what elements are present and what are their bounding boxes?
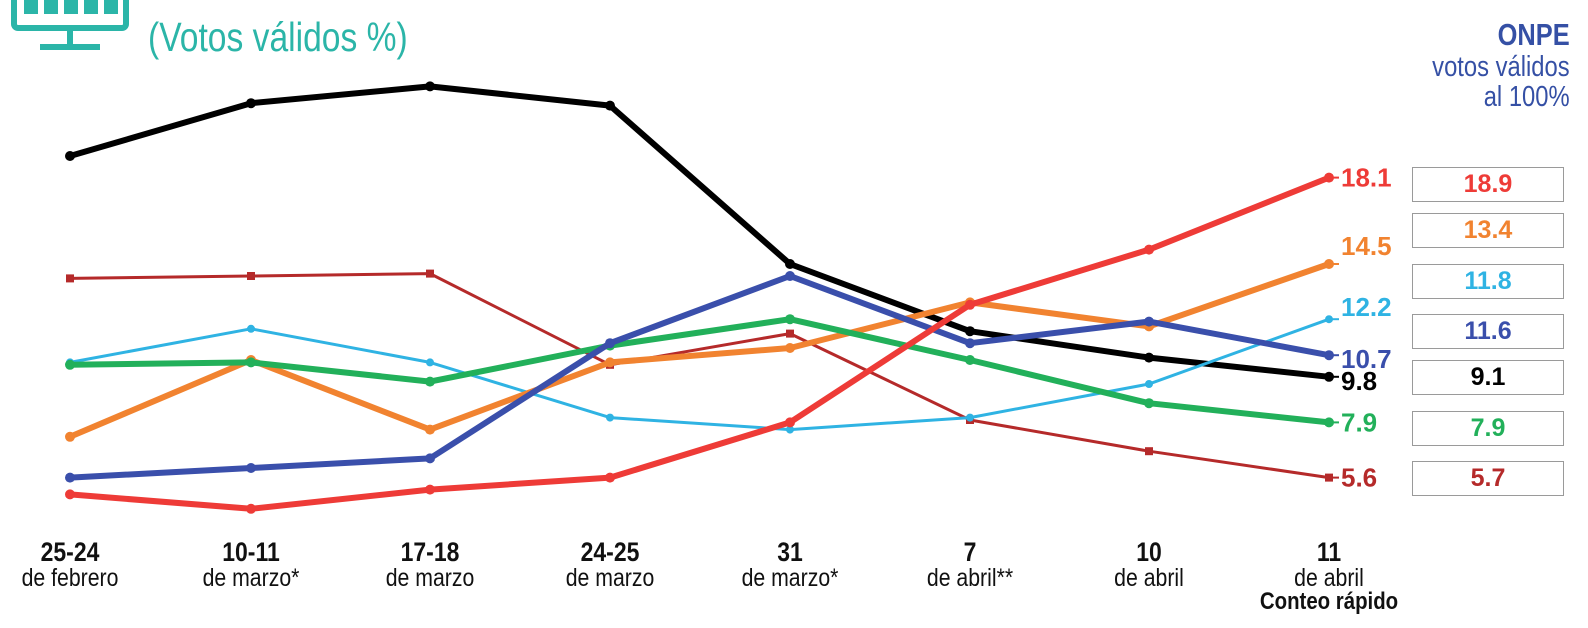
data-point: [965, 326, 975, 337]
data-point: [1144, 398, 1154, 409]
onpe-title: ONPE: [1497, 17, 1570, 52]
data-point: [785, 343, 795, 353]
data-point: [425, 484, 435, 495]
data-point: [65, 489, 75, 500]
data-point: [65, 472, 75, 483]
data-point: [425, 81, 435, 92]
data-point: [1145, 447, 1153, 456]
x-tick-date: 10-11: [222, 537, 280, 567]
data-point: [1144, 244, 1154, 255]
x-tick-month: de abril**: [926, 564, 1014, 592]
onpe-value-box: 18.9: [1412, 167, 1564, 202]
onpe-header: ONPE votos válidos al 100%: [1402, 17, 1570, 113]
x-tick-date: 10: [1136, 537, 1162, 567]
series-line: [69, 273, 1330, 481]
x-tick-date: 25-24: [40, 537, 100, 567]
data-point: [425, 376, 435, 387]
data-point: [1144, 316, 1154, 327]
x-tick-label: 24-25 de marzo: [510, 537, 710, 592]
onpe-value-box: 13.4: [1412, 213, 1564, 248]
x-tick-month: de abril: [1294, 564, 1364, 592]
data-point: [965, 299, 975, 310]
series-0: 9.8: [65, 81, 1377, 396]
end-value-label: 9.8: [1341, 366, 1377, 396]
onpe-line1: votos válidos: [1432, 51, 1570, 83]
x-tick-label: 11 de abril Conteo rápido: [1229, 538, 1429, 614]
x-tick-date: 11: [1316, 537, 1342, 567]
x-tick-date: 17-18: [400, 537, 460, 567]
x-tick-note: Conteo rápido: [1259, 588, 1399, 615]
data-point: [605, 357, 615, 368]
x-tick-label: 17-18 de marzo: [330, 537, 530, 592]
end-value-label: 14.5: [1341, 231, 1392, 261]
data-point: [66, 274, 74, 283]
data-point: [605, 100, 615, 111]
data-point: [785, 271, 795, 281]
end-value-label: 10.7: [1341, 344, 1392, 374]
series-5: 10.7: [65, 271, 1392, 483]
data-point: [426, 269, 434, 278]
data-point: [1144, 352, 1154, 363]
data-point: [246, 463, 256, 473]
data-point: [965, 338, 975, 349]
data-point: [965, 355, 975, 365]
data-point: [246, 98, 256, 109]
onpe-value-box: 5.7: [1412, 461, 1564, 496]
onpe-value-box: 7.9: [1412, 411, 1564, 446]
data-point: [785, 417, 795, 428]
data-point: [246, 503, 256, 514]
onpe-value-box: 9.1: [1412, 360, 1564, 395]
chart-subtitle: (Votos válidos %): [148, 14, 408, 60]
end-value-label: 12.2: [1341, 292, 1392, 322]
data-point: [785, 259, 795, 269]
data-point: [425, 424, 435, 435]
series-line: [69, 83, 1330, 380]
data-point: [426, 358, 434, 367]
x-tick-label: 10 de abril: [1049, 537, 1249, 592]
end-value-label: 18.1: [1341, 163, 1392, 193]
monitor-icon: [11, 0, 129, 50]
x-tick-label: 10-11 de marzo*: [151, 537, 351, 592]
data-point: [65, 431, 75, 442]
data-point: [785, 314, 795, 325]
x-tick-date: 24-25: [580, 537, 640, 567]
onpe-value-box: 11.6: [1412, 314, 1564, 349]
data-point: [605, 338, 615, 349]
data-point: [966, 413, 974, 422]
data-point: [1145, 380, 1153, 388]
series-6: 18.1: [65, 163, 1392, 514]
series-line: [69, 272, 1330, 480]
end-value-label: 5.6: [1341, 463, 1377, 493]
x-tick-month: de febrero: [21, 564, 119, 592]
series-1: 5.6: [66, 269, 1377, 493]
x-tick-label: 31 de marzo*: [690, 537, 890, 592]
x-tick-month: de marzo: [565, 564, 655, 592]
series-line: [69, 174, 1331, 512]
onpe-value-box: 11.8: [1412, 264, 1564, 299]
data-point: [606, 413, 614, 422]
x-tick-label: 7 de abril**: [870, 537, 1070, 592]
data-point: [247, 324, 255, 333]
data-point: [65, 151, 75, 161]
x-tick-month: de marzo*: [202, 564, 300, 592]
data-point: [786, 329, 794, 338]
x-tick-month: de abril: [1114, 564, 1184, 592]
series-line: [69, 316, 1330, 426]
x-tick-month: de marzo: [385, 564, 475, 592]
end-value-label: 7.9: [1341, 407, 1377, 437]
x-tick-date: 31: [777, 537, 803, 567]
onpe-line2: al 100%: [1484, 81, 1570, 113]
x-tick-date: 7: [963, 537, 977, 567]
data-point: [65, 359, 75, 370]
x-tick-month: de marzo*: [741, 564, 839, 592]
data-point: [605, 472, 615, 483]
x-tick-label: 25-24 de febrero: [0, 537, 170, 592]
data-point: [247, 272, 255, 280]
series-4: 7.9: [65, 314, 1377, 437]
data-point: [786, 425, 794, 434]
series-line: [69, 317, 1330, 432]
data-point: [425, 453, 435, 464]
data-point: [246, 357, 256, 368]
